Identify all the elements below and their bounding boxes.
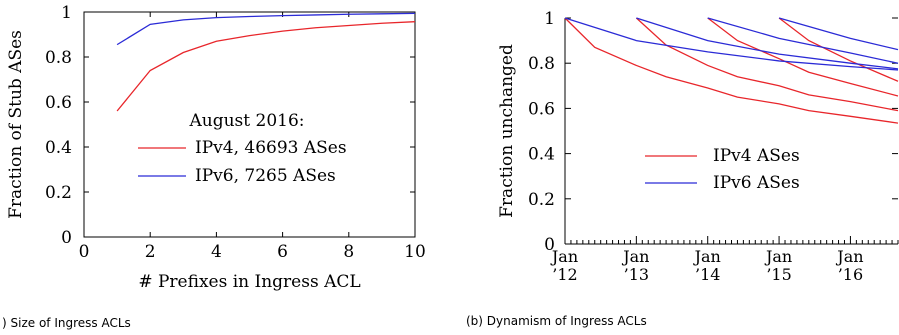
- x-tick-label-month: Jan: [621, 247, 649, 266]
- series-line-ipv4-cohort: [778, 17, 899, 82]
- x-tick-label-year: ’13: [624, 265, 649, 284]
- y-tick-label: 0.2: [45, 183, 72, 203]
- y-tick-label: 0.8: [45, 48, 72, 68]
- series-line-ipv4: [116, 21, 416, 112]
- y-axis-label: Fraction of Stub ASes: [6, 30, 26, 219]
- series-line-ipv4-cohort: [635, 17, 899, 112]
- legend-label-ipv4: IPv4, 46693 ASes: [195, 138, 347, 158]
- y-tick-label: 0: [61, 228, 72, 248]
- y-tick-label: 0.6: [528, 99, 555, 119]
- x-tick-label-month: Jan: [764, 247, 792, 266]
- x-tick-label: 2: [145, 242, 156, 262]
- caption-a: ) Size of Ingress ACLs: [2, 316, 131, 330]
- y-tick-label: 1: [61, 3, 72, 23]
- x-tick-label-month: Jan: [550, 247, 578, 266]
- legend-label-ipv4: IPv4 ASes: [713, 146, 800, 166]
- series-line-ipv6-cohort: [564, 17, 899, 71]
- x-tick-label-year: ’15: [766, 265, 791, 284]
- series-line-ipv6-cohort: [707, 17, 899, 64]
- plot-frame: [83, 11, 416, 238]
- y-tick-label: 0.2: [528, 190, 555, 210]
- x-tick-label: 6: [277, 242, 288, 262]
- x-tick-label-year: ’14: [695, 265, 720, 284]
- y-tick-label: 0.6: [45, 93, 72, 113]
- y-axis-label: Fraction unchanged: [497, 44, 517, 218]
- x-tick-label: 8: [343, 242, 354, 262]
- series-line-ipv6: [116, 12, 416, 46]
- y-tick-label: 0.4: [528, 145, 555, 165]
- y-tick-label: 0.4: [45, 138, 72, 158]
- x-tick-label: 10: [404, 242, 426, 262]
- series-line-ipv6-cohort: [778, 17, 899, 51]
- x-tick-label: 4: [211, 242, 222, 262]
- series-line-ipv4-cohort: [707, 17, 899, 97]
- legend-label-ipv6: IPv6 ASes: [713, 173, 800, 193]
- legend-label-ipv6: IPv6, 7265 ASes: [195, 166, 336, 186]
- series-line-ipv4-cohort: [564, 17, 899, 124]
- series-line-ipv6-cohort: [636, 17, 899, 70]
- x-tick-label-year: ’12: [552, 265, 577, 284]
- x-tick-label-year: ’16: [838, 265, 863, 284]
- legend-title: August 2016:: [188, 111, 304, 131]
- y-tick-label: 0.8: [528, 54, 555, 74]
- panel-a-size-of-ingress-acls: 0 2 4 6 8 10 0 0.2 0.4 0.6 0.8 1 # Prefixes in Ingre…: [2, 3, 426, 330]
- caption-b: (b) Dynamism of Ingress ACLs: [466, 314, 647, 328]
- y-tick-label: 1: [544, 9, 555, 29]
- x-tick-label-month: Jan: [693, 247, 721, 266]
- x-tick-label: 0: [79, 242, 90, 262]
- x-tick-label-month: Jan: [835, 247, 863, 266]
- panel-b-dynamism-of-ingress-acls: Jan’12Jan’13Jan’14Jan’15Jan’1600.20.40.6…: [466, 9, 899, 328]
- y-tick-label: 0: [544, 235, 555, 255]
- x-axis-label: # Prefixes in Ingress ACL: [138, 272, 360, 292]
